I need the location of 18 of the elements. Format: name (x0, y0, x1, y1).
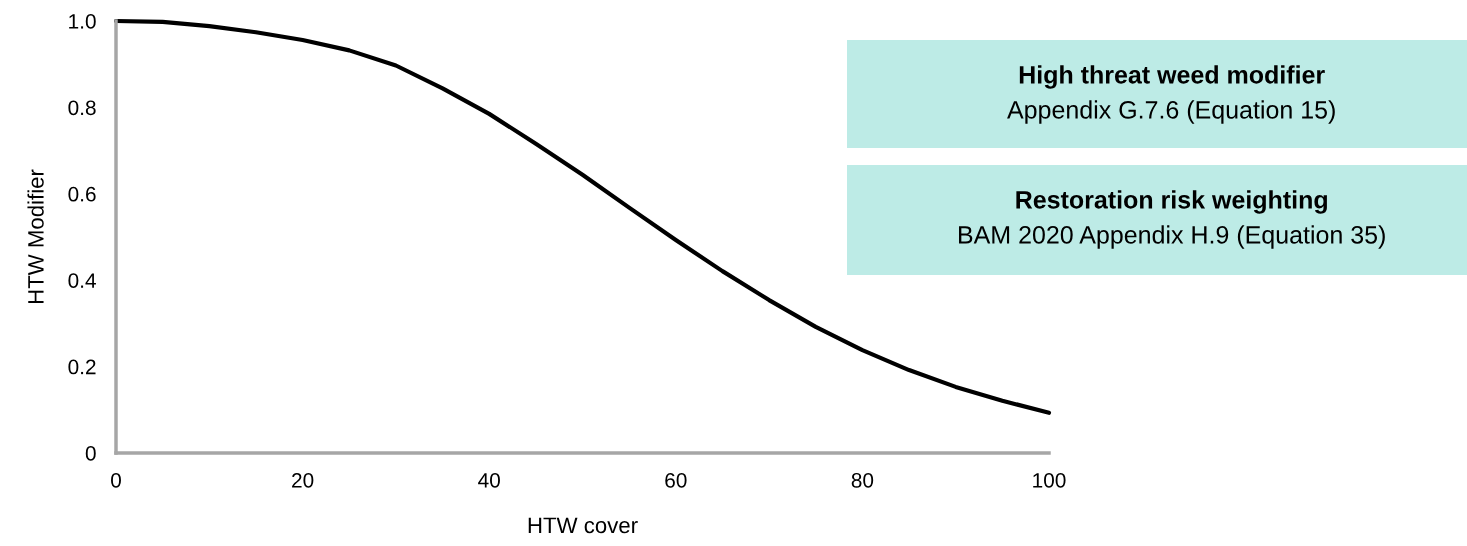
y-tick-label: 0.8 (68, 100, 96, 116)
y-tick-label: 0.2 (68, 359, 96, 375)
y-tick-label: 0.4 (68, 273, 96, 288)
x-tick-label: 60 (665, 472, 687, 488)
y-tick-label: 0.6 (68, 186, 96, 202)
annotation: Restoration risk weighting (1016, 190, 1327, 214)
x-axis-title: HTW cover (528, 517, 638, 534)
x-tick-label: 40 (478, 472, 500, 488)
x-tick-label: 100 (1033, 472, 1066, 488)
annotation: Appendix G.7.6 (Equation 15) (1007, 100, 1335, 124)
x-tick-label: 0 (111, 472, 121, 488)
y-tick-label: 1.0 (69, 14, 96, 29)
x-tick-label: 20 (292, 472, 314, 488)
y-axis-title: HTW Modifier (27, 169, 44, 304)
y-tick-label: 0 (85, 446, 96, 461)
x-tick-label: 80 (851, 472, 874, 488)
annotation: BAM 2020 Appendix H.9 (Equation 35) (959, 225, 1385, 249)
annotation: High threat weed modifier (1019, 65, 1325, 89)
